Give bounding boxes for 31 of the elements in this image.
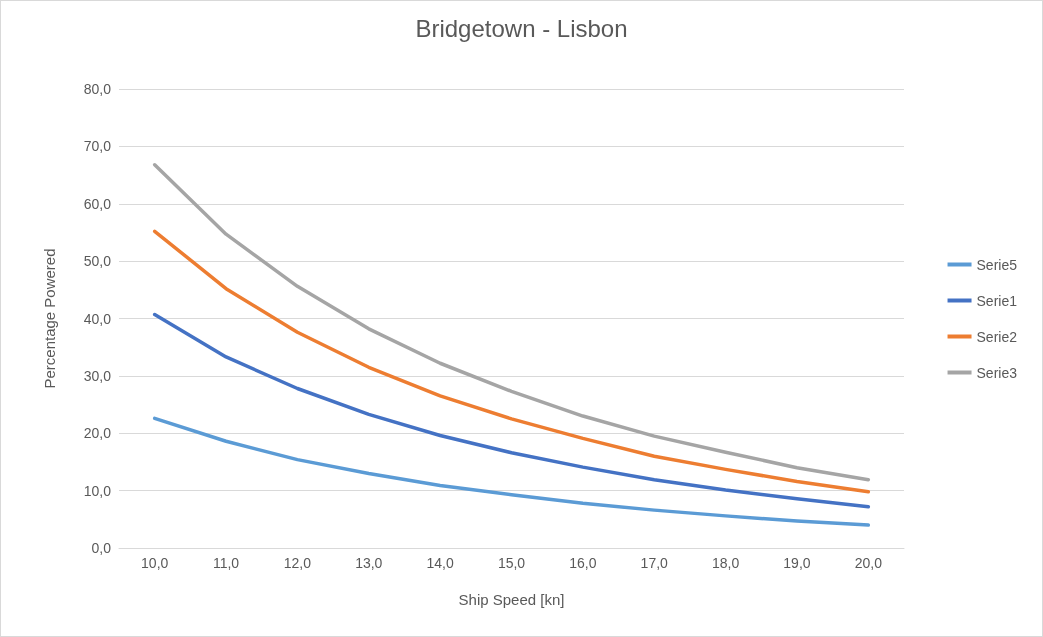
y-axis-title: Percentage Powered — [41, 248, 58, 389]
line-series — [152, 312, 871, 509]
line-series — [152, 229, 871, 494]
legend-label: Serie2 — [976, 328, 1018, 345]
y-tick-label: 30,0 — [83, 367, 112, 384]
y-tick-label: 20,0 — [83, 425, 112, 442]
x-tick-label: 13,0 — [355, 555, 383, 571]
y-tick-label: 70,0 — [83, 138, 112, 155]
line-series — [152, 162, 871, 482]
line-series — [152, 416, 871, 527]
x-tick-label: 12,0 — [283, 555, 312, 571]
x-tick-label: 10,0 — [141, 555, 169, 571]
y-tick-label: 50,0 — [83, 253, 112, 270]
legend-label: Serie5 — [976, 256, 1018, 273]
y-tick-label: 40,0 — [83, 310, 112, 327]
legend-label: Serie1 — [976, 292, 1018, 309]
x-axis-title: Ship Speed [kn] — [458, 591, 565, 608]
x-tick-label: 17,0 — [640, 555, 669, 571]
legend-label: Serie3 — [976, 364, 1018, 381]
y-tick-label: 10,0 — [83, 482, 112, 499]
x-tick-label: 18,0 — [711, 555, 740, 571]
y-tick-label: 0,0 — [91, 540, 112, 556]
x-tick-label: 11,0 — [212, 555, 240, 571]
x-tick-label: 20,0 — [854, 555, 883, 571]
y-tick-label: 80,0 — [83, 81, 112, 97]
x-tick-label: 19,0 — [783, 555, 811, 571]
x-tick-label: 16,0 — [569, 555, 597, 571]
chart-title: Bridgetown - Lisbon — [415, 14, 628, 42]
x-tick-label: 14,0 — [426, 555, 454, 571]
x-tick-label: 15,0 — [497, 555, 526, 571]
y-tick-label: 60,0 — [83, 195, 112, 212]
